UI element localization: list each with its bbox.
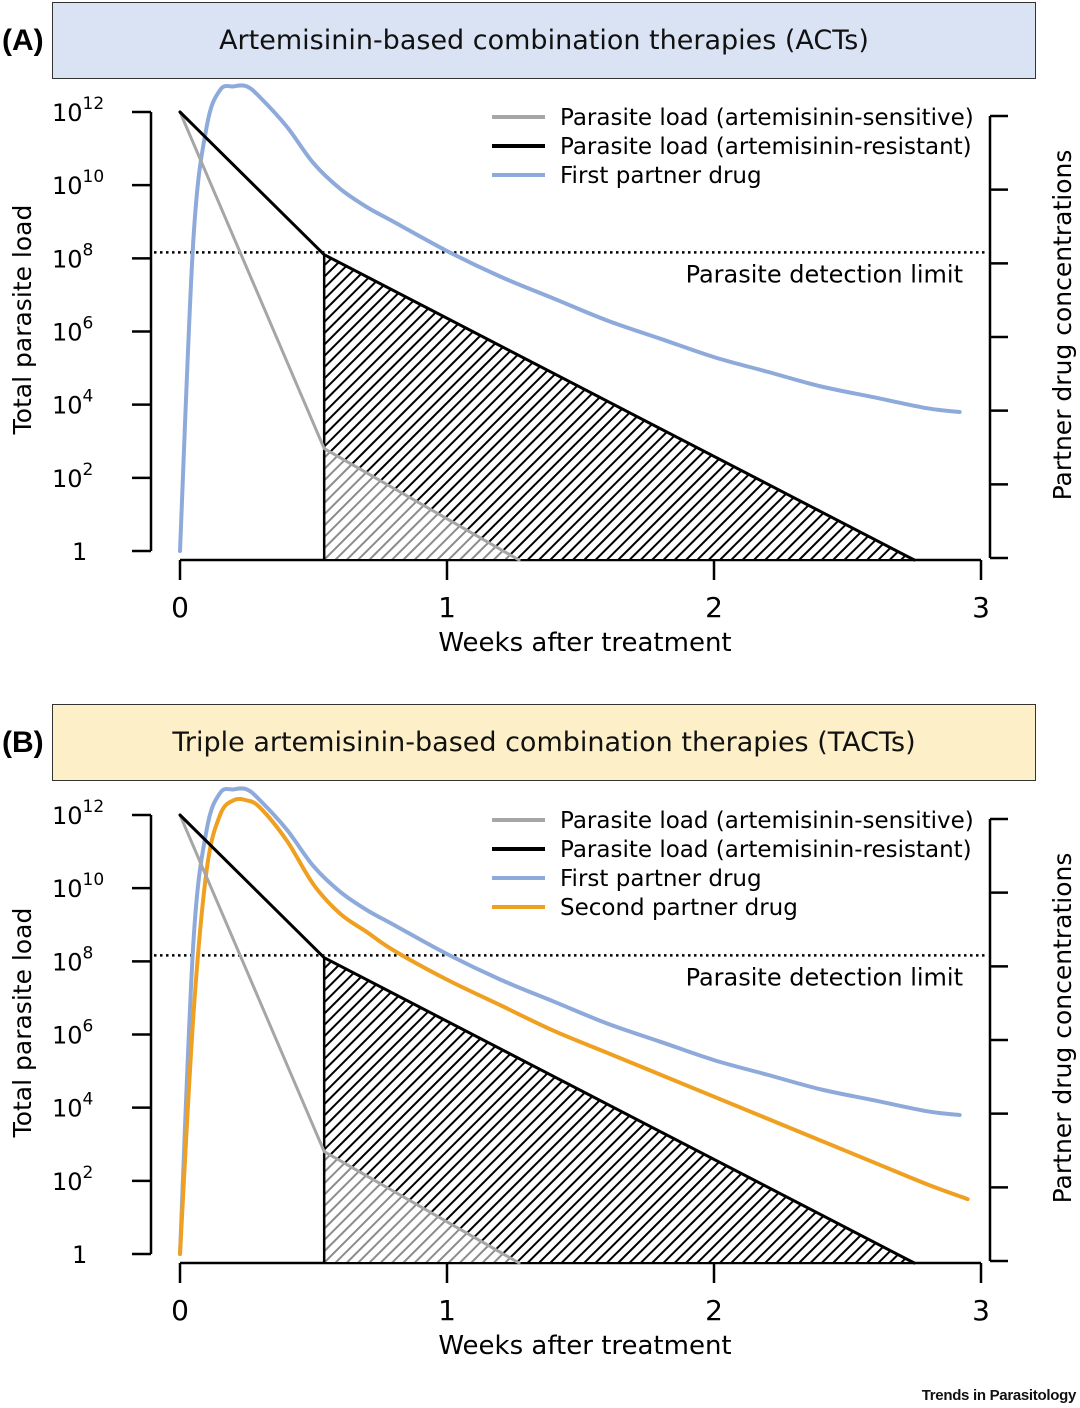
sensitive-hatched-area: [324, 1151, 520, 1262]
legend-label: Parasite load (artemisinin-sensitive): [560, 105, 974, 131]
x-tick-label: 2: [705, 591, 723, 624]
x-tick-label: 0: [171, 1294, 189, 1327]
sensitive-load-line: [178, 110, 521, 562]
y-tick-label: 102: [52, 460, 93, 493]
y-tick-label: 1012: [52, 797, 104, 830]
legend-label: First partner drug: [560, 163, 762, 189]
journal-footer: Trends in Parasitology: [921, 1387, 1077, 1404]
panel-a-title-banner: Artemisinin-based combination therapies …: [52, 2, 1036, 79]
y-tick-label: 1: [72, 538, 87, 566]
chart-panel-b: 1 102 104 106 108 1010 1012 0 1 2 3 Weeks after tre…: [8, 786, 1077, 1361]
y-tick-label: 1012: [52, 94, 104, 127]
resistant-load-line: [178, 110, 916, 562]
y-tick-label: 106: [52, 1017, 93, 1050]
y2-axis-title: Partner drug concentrations: [1048, 150, 1077, 501]
detection-limit-label: Parasite detection limit: [686, 260, 963, 288]
y-tick-label: 1010: [52, 167, 104, 200]
x-tick-label: 3: [972, 591, 990, 624]
panel-b-title-banner: Triple artemisinin-based combination the…: [52, 704, 1036, 781]
y-tick-label: 108: [52, 943, 93, 976]
y-axis-title: Total parasite load: [8, 205, 37, 436]
first-partner-drug-line: [178, 83, 962, 553]
sensitive-load-line: [178, 813, 521, 1265]
y-tick-label: 1010: [52, 870, 104, 903]
x-tick-label: 2: [705, 1294, 723, 1327]
y-tick-label: 104: [52, 387, 93, 420]
y-tick-label: 102: [52, 1163, 93, 1196]
panel-a-letter: (A): [2, 24, 44, 57]
second-partner-drug-line: [178, 796, 970, 1256]
y2-axis-title: Partner drug concentrations: [1048, 853, 1077, 1204]
panel-b-letter: (B): [2, 726, 44, 759]
legend-label: First partner drug: [560, 866, 762, 892]
legend-label: Parasite load (artemisinin-sensitive): [560, 808, 974, 834]
y-tick-label: 108: [52, 240, 93, 273]
x-axis-title: Weeks after treatment: [438, 628, 731, 658]
y-axis-title: Total parasite load: [8, 908, 37, 1139]
x-tick-label: 1: [438, 591, 456, 624]
x-axis-title: Weeks after treatment: [438, 1331, 731, 1361]
legend-label: Parasite load (artemisinin-resistant): [560, 134, 972, 160]
legend-label: Second partner drug: [560, 895, 798, 921]
x-tick-label: 3: [972, 1294, 990, 1327]
resistant-load-line: [178, 813, 916, 1265]
y-tick-label: 1: [72, 1241, 87, 1269]
first-partner-drug-line: [178, 786, 962, 1256]
legend-label: Parasite load (artemisinin-resistant): [560, 837, 972, 863]
chart-panel-a: 1 102 104 106 108 1010 1012 0 1 2 3 Weeks after tre…: [8, 83, 1077, 658]
x-tick-label: 0: [171, 591, 189, 624]
y-tick-label: 106: [52, 314, 93, 347]
detection-limit-label: Parasite detection limit: [686, 963, 963, 991]
x-tick-label: 1: [438, 1294, 456, 1327]
y-tick-label: 104: [52, 1090, 93, 1123]
